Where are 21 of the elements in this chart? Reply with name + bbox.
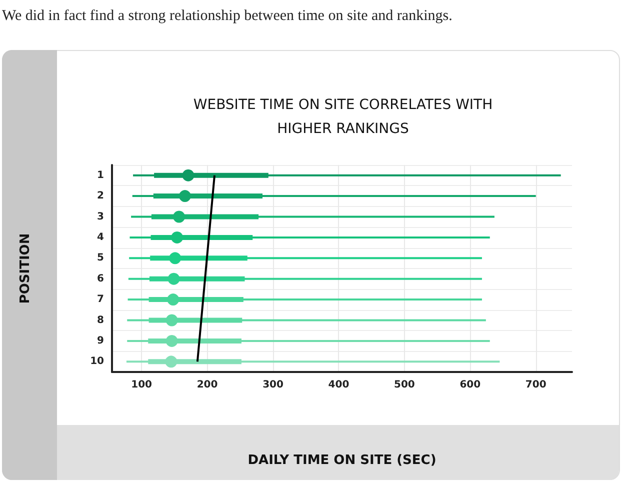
x-tick-label: 300 <box>262 380 284 390</box>
x-tick-label: 700 <box>525 380 546 390</box>
x-tick-label: 500 <box>394 380 415 390</box>
y-tick-label: 9 <box>97 335 104 346</box>
y-tick-label: 2 <box>97 190 104 202</box>
y-tick-label: 5 <box>97 252 104 264</box>
y-tick-label: 10 <box>90 356 104 368</box>
y-tick-label: 1 <box>97 170 104 181</box>
x-tick-label: 600 <box>460 380 481 390</box>
chart-title: WEBSITE TIME ON SITE CORRELATES WITH HIGHER RANKINGS <box>193 97 493 137</box>
y-axis-title: POSITION <box>18 233 33 304</box>
text: We did in fact find a strong relationship between time on site and rankings. <box>2 8 452 25</box>
y-tick-label: 7 <box>97 294 104 306</box>
x-tick-label: 400 <box>328 380 350 390</box>
y-tick-label: 6 <box>97 273 104 284</box>
y-tick-label: 8 <box>97 314 104 326</box>
x-axis-title: DAILY TIME ON SITE (SEC) <box>248 453 436 468</box>
x-tick-label: 200 <box>196 380 218 390</box>
y-tick-label: 3 <box>97 211 104 222</box>
y-tick-label: 4 <box>97 232 104 243</box>
x-tick-label: 100 <box>131 380 152 390</box>
